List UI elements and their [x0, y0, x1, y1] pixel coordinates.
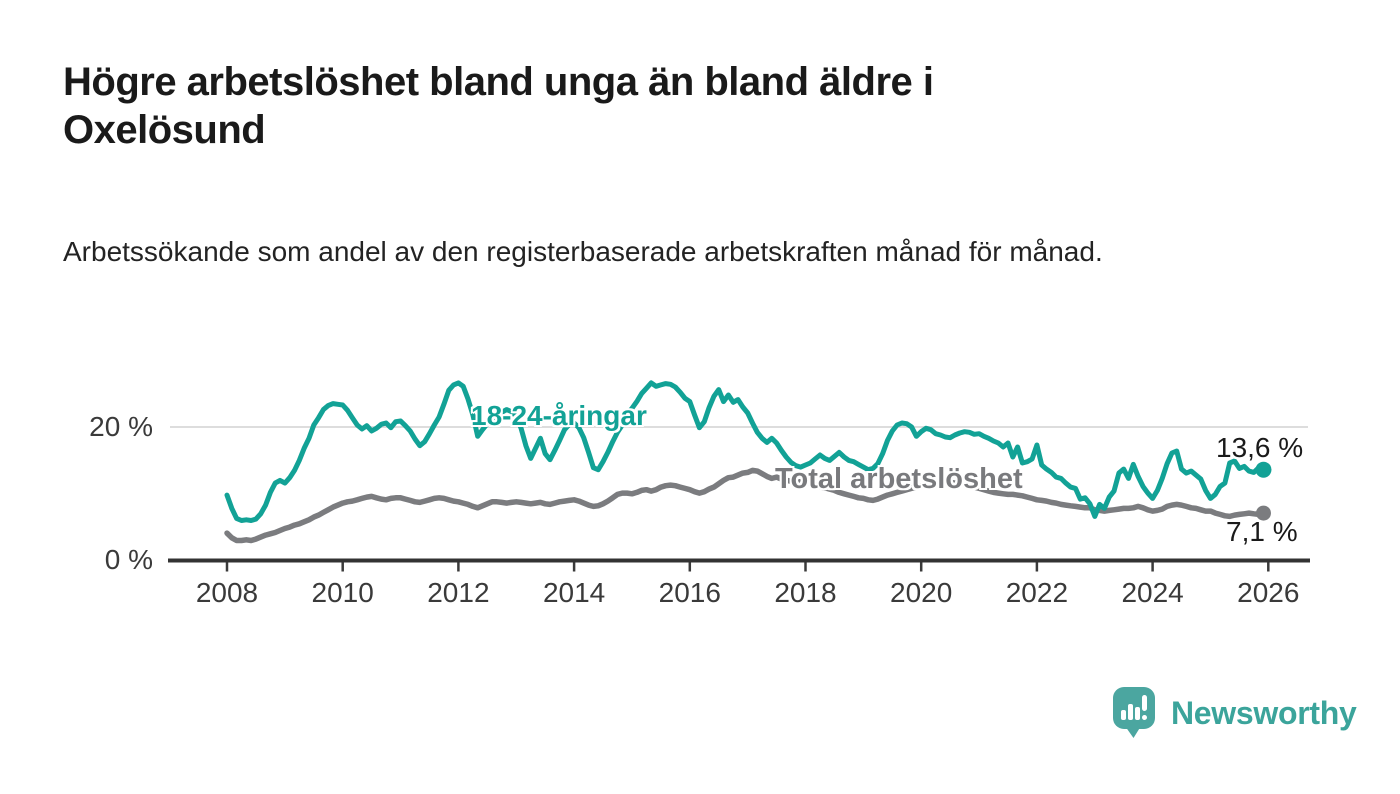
x-axis-ticks [225, 562, 1270, 572]
chart-subtitle: Arbetssökande som andel av den registerb… [63, 236, 1103, 267]
bar-chart-speech-bubble-icon [1113, 687, 1155, 738]
x-tick-label-2016: 2016 [658, 577, 721, 608]
y-axis-label-20: 20 % [89, 411, 153, 442]
y-axis-label-0: 0 % [104, 544, 153, 575]
series-label-youth-18-24: 18-24-åringar [471, 400, 647, 431]
x-tick-label-2010: 2010 [311, 577, 374, 608]
x-tick-label-2020: 2020 [890, 577, 953, 608]
series-line-youth-18-24 [224, 380, 1266, 523]
end-value-label-total: 7,1 % [1226, 516, 1298, 547]
newsworthy-logo: Newsworthy [1112, 686, 1357, 739]
end-value-label-youth: 13,6 % [1216, 432, 1304, 463]
x-tick-label-2022: 2022 [1005, 577, 1069, 608]
page-title: Högre arbetslöshet bland unga än bland ä… [63, 60, 934, 152]
series-label-total-unemployment: Total arbetslöshet [775, 463, 1023, 495]
newsworthy-wordmark: Newsworthy [1171, 695, 1357, 731]
x-tick-label-2018: 2018 [774, 577, 837, 608]
x-tick-label-2026: 2026 [1237, 577, 1300, 608]
x-tick-label-2008: 2008 [195, 577, 259, 608]
x-tick-label-2024: 2024 [1121, 577, 1184, 608]
x-tick-label-2014: 2014 [542, 577, 606, 608]
series-endpoint-dot-youth [1255, 461, 1272, 478]
x-tick-label-2012: 2012 [427, 577, 490, 608]
series-endpoint-dot-total [1256, 505, 1271, 521]
